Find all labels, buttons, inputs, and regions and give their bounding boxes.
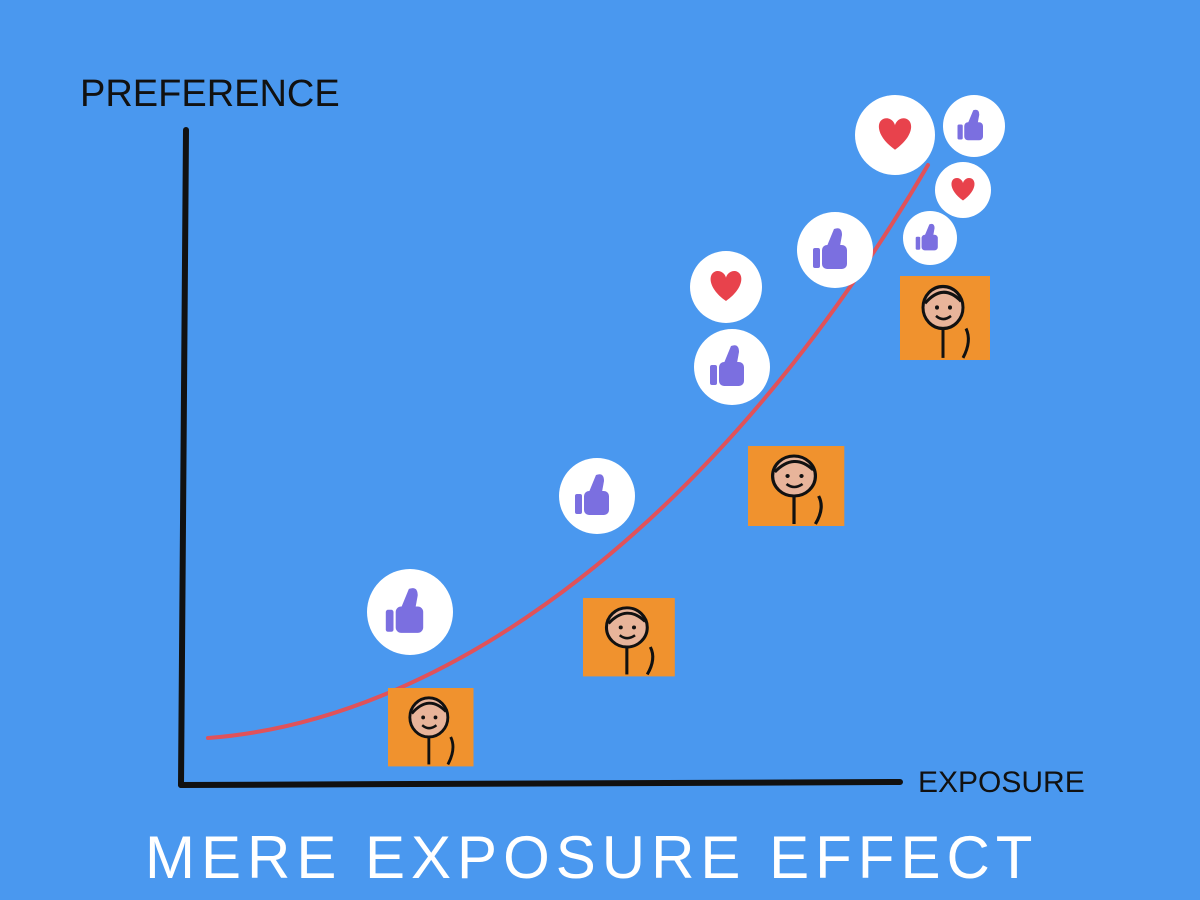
like-bubble	[559, 458, 635, 534]
x-axis	[178, 779, 903, 788]
heart-bubble	[690, 251, 762, 323]
like-bubble	[943, 95, 1005, 157]
heart-bubble	[935, 162, 991, 218]
person-card	[386, 686, 475, 768]
person-card	[581, 596, 677, 678]
title: MERE EXPOSURE EFFECT	[145, 824, 1038, 891]
person-card	[898, 274, 992, 362]
like-bubble	[797, 212, 873, 288]
y-axis	[178, 127, 189, 788]
heart-bubble	[855, 95, 935, 175]
curve	[206, 163, 930, 740]
y-axis-label: PREFERENCE	[80, 73, 340, 115]
like-bubble	[367, 569, 453, 655]
like-bubble	[903, 211, 957, 265]
x-axis-label: EXPOSURE	[918, 766, 1085, 799]
person-card	[746, 444, 846, 528]
like-bubble	[694, 329, 770, 405]
